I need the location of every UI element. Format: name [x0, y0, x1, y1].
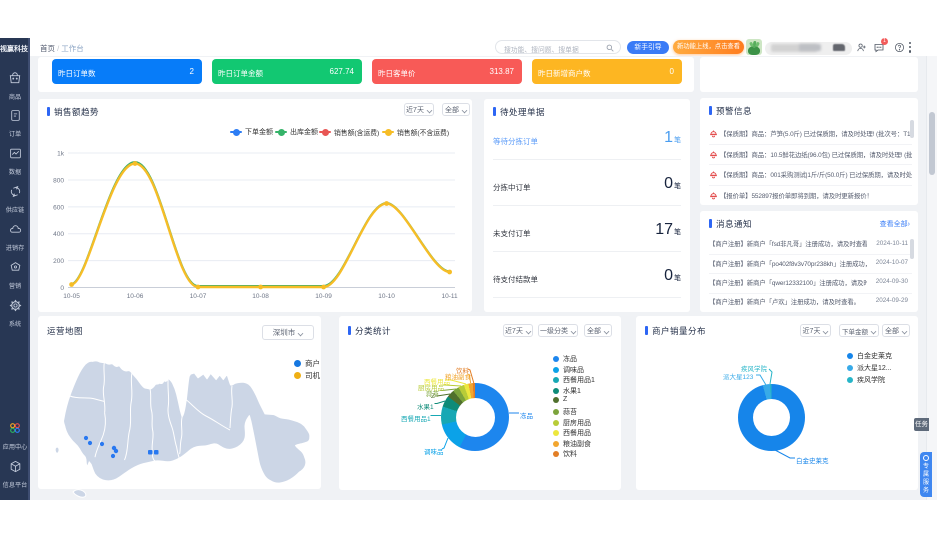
svg-text:10-09: 10-09 — [315, 293, 332, 300]
svg-text:600: 600 — [53, 205, 64, 212]
svg-text:10-11: 10-11 — [442, 293, 459, 300]
svg-text:200: 200 — [53, 258, 64, 265]
svg-text:10-06: 10-06 — [127, 293, 144, 300]
svg-text:10-05: 10-05 — [63, 293, 80, 300]
svg-text:0: 0 — [60, 285, 64, 292]
svg-text:1k: 1k — [57, 151, 65, 158]
svg-text:10-07: 10-07 — [190, 293, 207, 300]
svg-text:10-08: 10-08 — [252, 293, 269, 300]
svg-text:400: 400 — [53, 231, 64, 238]
svg-text:800: 800 — [53, 178, 64, 185]
svg-text:10-10: 10-10 — [378, 293, 395, 300]
